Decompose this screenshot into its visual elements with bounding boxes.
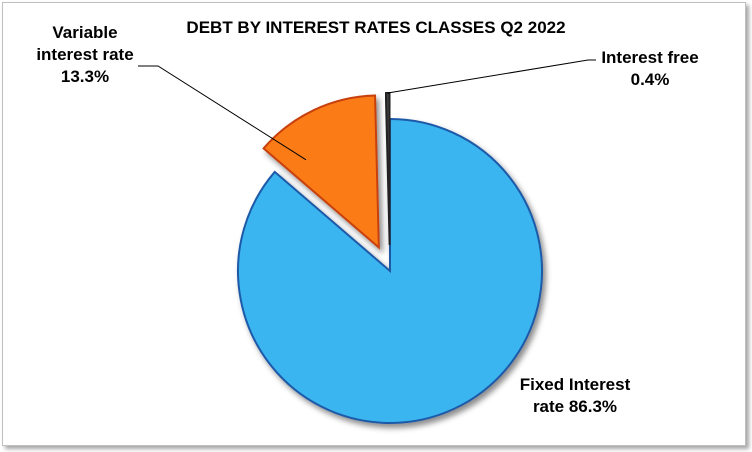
slice-label-fixed-line2: rate 86.3% [532, 397, 618, 416]
slice-label-variable-line1: Variable [52, 23, 118, 42]
slice-variable-interest [262, 94, 380, 250]
slice-fixed-interest [237, 117, 543, 424]
leader-line-variable [138, 65, 307, 161]
slice-label-interest-free-line1: Interest free [601, 48, 699, 67]
slice-interest-free [384, 92, 391, 246]
slice-label-fixed: Fixed Interest rate 86.3% [500, 374, 650, 418]
slice-label-variable: Variable interest rate 13.3% [20, 22, 150, 88]
slice-label-interest-free-line2: 0.4% [630, 70, 670, 89]
chart-title: DEBT BY INTEREST RATES CLASSES Q2 2022 [186, 18, 566, 37]
slice-label-interest-free: Interest free 0.4% [580, 47, 720, 91]
slice-label-variable-line2: interest rate [36, 45, 134, 64]
slice-label-fixed-line1: Fixed Interest [519, 375, 631, 394]
leader-line-interest-free [387, 59, 596, 94]
slice-label-variable-line3: 13.3% [60, 67, 110, 86]
